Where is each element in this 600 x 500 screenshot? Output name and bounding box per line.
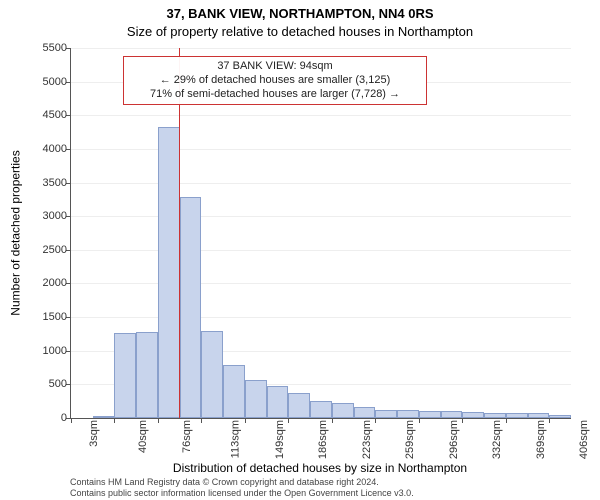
histogram-bar — [462, 412, 484, 418]
y-gridline — [71, 48, 571, 49]
x-tick — [506, 418, 507, 423]
histogram-bar — [528, 413, 550, 418]
info-line: ← 29% of detached houses are smaller (3,… — [130, 74, 420, 88]
y-gridline — [71, 149, 571, 150]
histogram-bar — [288, 393, 310, 418]
y-tick-label: 2500 — [27, 244, 67, 256]
x-tick — [245, 418, 246, 423]
y-tick-label: 3500 — [27, 177, 67, 189]
x-tick-label: 223sqm — [361, 420, 373, 459]
histogram-bar — [332, 403, 354, 418]
y-gridline — [71, 283, 571, 284]
chart-subtitle: Size of property relative to detached ho… — [0, 24, 600, 39]
histogram-bar — [223, 365, 245, 418]
page-title: 37, BANK VIEW, NORTHAMPTON, NN4 0RS — [0, 6, 600, 21]
y-tick-label: 0 — [27, 412, 67, 424]
info-line: 71% of semi-detached houses are larger (… — [130, 88, 420, 102]
y-tick-label: 3000 — [27, 210, 67, 222]
histogram-bar — [441, 411, 463, 418]
x-tick — [419, 418, 420, 423]
y-gridline — [71, 115, 571, 116]
x-tick-label: 40sqm — [138, 420, 150, 453]
histogram-bar — [506, 413, 528, 418]
histogram-bar — [93, 416, 115, 418]
y-tick-label: 5000 — [27, 76, 67, 88]
histogram-bar — [419, 411, 441, 418]
y-tick-label: 2000 — [27, 277, 67, 289]
y-tick-label: 500 — [27, 378, 67, 390]
x-axis-label: Distribution of detached houses by size … — [70, 461, 570, 475]
y-axis-label: Number of detached properties — [8, 48, 24, 418]
histogram-bar — [310, 401, 332, 418]
x-tick-label: 259sqm — [404, 420, 416, 459]
attribution-text: Contains HM Land Registry data © Crown c… — [70, 477, 414, 498]
x-tick — [71, 418, 72, 423]
x-tick — [549, 418, 550, 423]
y-tick-label: 1500 — [27, 311, 67, 323]
x-tick — [375, 418, 376, 423]
x-tick — [114, 418, 115, 423]
histogram-bar — [136, 332, 158, 418]
histogram-bar — [158, 127, 180, 418]
histogram-bar — [267, 386, 289, 418]
x-tick-label: 332sqm — [491, 420, 503, 459]
x-tick — [288, 418, 289, 423]
y-gridline — [71, 317, 571, 318]
histogram-bar — [484, 413, 506, 418]
y-gridline — [71, 216, 571, 217]
y-tick-label: 1000 — [27, 345, 67, 357]
x-tick-label: 369sqm — [535, 420, 547, 459]
property-info-box: 37 BANK VIEW: 94sqm← 29% of detached hou… — [123, 56, 427, 105]
x-tick-label: 76sqm — [181, 420, 193, 453]
histogram-bar — [245, 380, 267, 418]
histogram-bar — [114, 333, 136, 418]
x-tick-label: 3sqm — [88, 420, 100, 447]
histogram-bar — [375, 410, 397, 418]
histogram-bar — [397, 410, 419, 418]
x-tick-label: 186sqm — [318, 420, 330, 459]
x-tick — [332, 418, 333, 423]
chart-plot-area: 0500100015002000250030003500400045005000… — [70, 48, 571, 419]
info-line: 37 BANK VIEW: 94sqm — [130, 60, 420, 74]
x-tick-label: 296sqm — [448, 420, 460, 459]
y-tick-label: 5500 — [27, 42, 67, 54]
x-tick — [201, 418, 202, 423]
x-tick-label: 406sqm — [578, 420, 590, 459]
x-tick-label: 113sqm — [230, 420, 242, 458]
y-gridline — [71, 183, 571, 184]
x-tick — [462, 418, 463, 423]
x-tick-label: 149sqm — [274, 420, 286, 459]
x-tick — [158, 418, 159, 423]
y-tick-label: 4500 — [27, 109, 67, 121]
histogram-bar — [201, 331, 223, 418]
histogram-bar — [180, 197, 202, 418]
histogram-bar — [354, 407, 376, 418]
y-tick-label: 4000 — [27, 143, 67, 155]
histogram-bar — [549, 415, 571, 418]
y-gridline — [71, 250, 571, 251]
